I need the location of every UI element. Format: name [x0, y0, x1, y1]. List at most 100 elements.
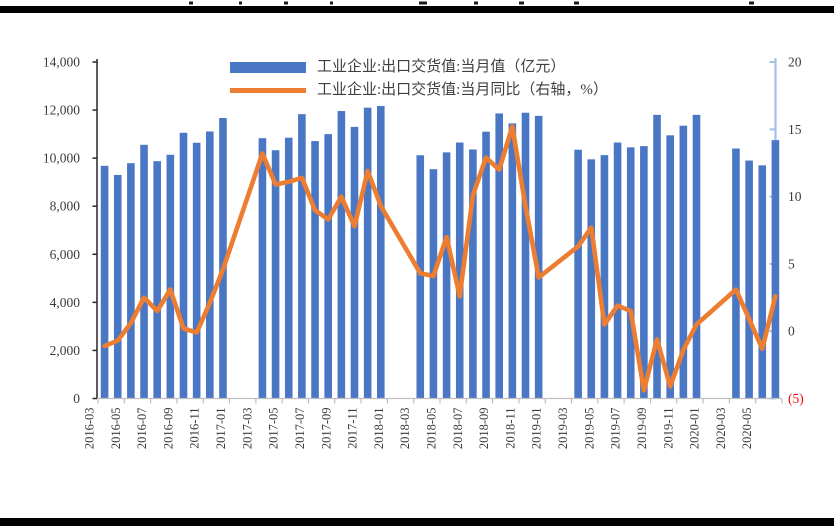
left-axis: 14,000 12,000 10,000 8,000 6,000 4,000 2,000 0 [43, 55, 98, 406]
x-axis-tick-label: 2016-07 [135, 408, 149, 450]
x-axis-tick-label: 2018-03 [398, 408, 412, 450]
bar [679, 125, 688, 399]
x-axis-tick-label: 2017-03 [240, 408, 254, 450]
bar [179, 132, 188, 399]
bar [166, 154, 175, 399]
bar [521, 112, 530, 399]
bar [258, 138, 267, 399]
x-axis-tick-label: 2018-05 [425, 408, 439, 450]
bar [311, 141, 319, 399]
legend-item-line-series: 工业企业:出口交货值:当月同比（右轴，%） [230, 80, 608, 100]
bar [692, 114, 701, 399]
bar [127, 163, 135, 399]
chart-legend: 工业企业:出口交货值:当月值（亿元） 工业企业:出口交货值:当月同比（右轴，%） [230, 57, 608, 100]
bar [206, 131, 214, 399]
x-axis-tick-label: 2019-03 [556, 408, 570, 450]
x-axis-tick-label: 2018-07 [451, 408, 465, 450]
bar [626, 147, 635, 399]
bar [284, 137, 293, 399]
bar [745, 160, 753, 399]
bar [666, 135, 674, 399]
bar [271, 150, 280, 399]
x-axis-tick-label: 2020-03 [714, 408, 728, 450]
left-axis-tick-label: 0 [73, 391, 80, 406]
bar [613, 142, 622, 399]
line-series-label: 工业企业:出口交货值:当月同比（右轴，%） [317, 81, 608, 98]
left-axis-tick-label: 8,000 [50, 199, 81, 214]
bar [337, 111, 346, 399]
x-axis: 2016-03 2016-05 2016-07 2016-09 2016-11 2017-… [83, 397, 783, 450]
bar [298, 114, 306, 399]
bar [653, 114, 661, 399]
bar [534, 115, 543, 399]
bar [153, 161, 161, 399]
x-axis-tick-label: 2016-11 [188, 408, 202, 449]
left-axis-tick-label: 12,000 [43, 103, 80, 118]
x-axis-tick-label: 2019-09 [635, 408, 649, 450]
cropped-text-fragments [189, 1, 754, 5]
x-axis-tick-label: 2018-09 [477, 407, 491, 449]
bar [495, 113, 503, 399]
x-axis-tick-label: 2016-03 [83, 408, 97, 450]
x-axis-tick-label: 2019-01 [530, 408, 544, 450]
x-axis-tick-label: 2017-09 [319, 408, 333, 450]
right-axis-tick-label: 10 [788, 189, 802, 204]
right-axis-tick-label: 20 [788, 55, 802, 70]
right-axis-tick-label: 15 [788, 122, 802, 137]
x-axis-tick-label: 2019-11 [661, 408, 675, 449]
bar [113, 174, 122, 399]
left-axis-tick-label: 2,000 [50, 343, 81, 358]
bar [574, 149, 582, 399]
bar [192, 142, 201, 399]
bar [455, 142, 464, 399]
bar [363, 107, 372, 399]
bar [732, 148, 740, 399]
line-series-swatch [230, 87, 306, 93]
x-axis-tick-label: 2016-05 [109, 408, 123, 450]
x-axis-tick-label: 2019-05 [582, 408, 596, 450]
bar [469, 149, 477, 399]
x-axis-tick-label: 2019-07 [609, 408, 623, 450]
top-rule [0, 6, 834, 13]
x-axis-tick-label: 2017-11 [346, 408, 360, 449]
bar [600, 155, 609, 399]
x-axis-tick-label: 2016-09 [161, 408, 175, 450]
x-axis-tick-label: 2017-05 [267, 408, 281, 450]
bar [758, 165, 767, 399]
bar [587, 159, 596, 399]
bar [442, 152, 451, 399]
bar [377, 105, 385, 399]
x-axis-tick-label: 2020-05 [740, 408, 754, 450]
right-axis-tick-label: 0 [788, 324, 795, 339]
bar [219, 118, 227, 399]
right-axis-tick-label: (5) [788, 391, 804, 406]
bar [350, 126, 359, 399]
bar [324, 134, 332, 399]
legend-item-bar-series: 工业企业:出口交货值:当月值（亿元） [230, 57, 608, 77]
x-axis-tick-label: 2017-07 [293, 408, 307, 450]
x-axis-tick-label: 2020-01 [688, 408, 702, 450]
bar [100, 165, 109, 399]
bar-series [100, 105, 780, 399]
right-axis-tick-label: 5 [788, 256, 795, 271]
x-axis-tick-label: 2017-01 [214, 408, 228, 450]
left-axis-tick-label: 4,000 [50, 295, 81, 310]
bar [416, 155, 425, 399]
bar-series-label: 工业企业:出口交货值:当月值（亿元） [317, 58, 566, 75]
left-axis-tick-label: 14,000 [43, 55, 80, 70]
bar [429, 169, 438, 399]
bottom-rule [0, 518, 834, 526]
bar [771, 140, 780, 399]
left-axis-tick-label: 10,000 [43, 151, 80, 166]
bar [140, 144, 148, 399]
bar [508, 123, 517, 399]
x-axis-tick-label: 2018-01 [372, 408, 386, 450]
bar [640, 146, 648, 399]
x-axis-tick-label: 2018-11 [503, 408, 517, 449]
bar [482, 131, 490, 399]
yoy-line [102, 124, 778, 393]
bar-series-swatch [230, 61, 306, 73]
left-axis-tick-label: 6,000 [50, 247, 81, 262]
